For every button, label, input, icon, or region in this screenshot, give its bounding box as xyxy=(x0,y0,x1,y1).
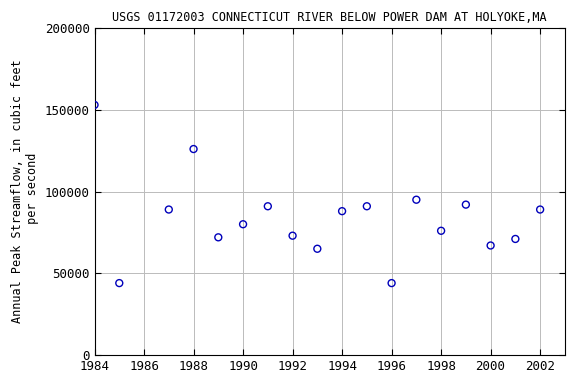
Point xyxy=(412,197,421,203)
Point xyxy=(90,102,99,108)
Point xyxy=(189,146,198,152)
Point xyxy=(164,207,173,213)
Point xyxy=(437,228,446,234)
Point xyxy=(511,236,520,242)
Point xyxy=(288,233,297,239)
Point xyxy=(263,203,272,209)
Point xyxy=(313,246,322,252)
Y-axis label: Annual Peak Streamflow, in cubic feet
 per second: Annual Peak Streamflow, in cubic feet pe… xyxy=(11,60,39,323)
Point xyxy=(486,242,495,248)
Point xyxy=(536,207,545,213)
Point xyxy=(362,203,372,209)
Point xyxy=(387,280,396,286)
Title: USGS 01172003 CONNECTICUT RIVER BELOW POWER DAM AT HOLYOKE,MA: USGS 01172003 CONNECTICUT RIVER BELOW PO… xyxy=(112,11,547,24)
Point xyxy=(338,208,347,214)
Point xyxy=(214,234,223,240)
Point xyxy=(238,221,248,227)
Point xyxy=(115,280,124,286)
Point xyxy=(461,202,471,208)
